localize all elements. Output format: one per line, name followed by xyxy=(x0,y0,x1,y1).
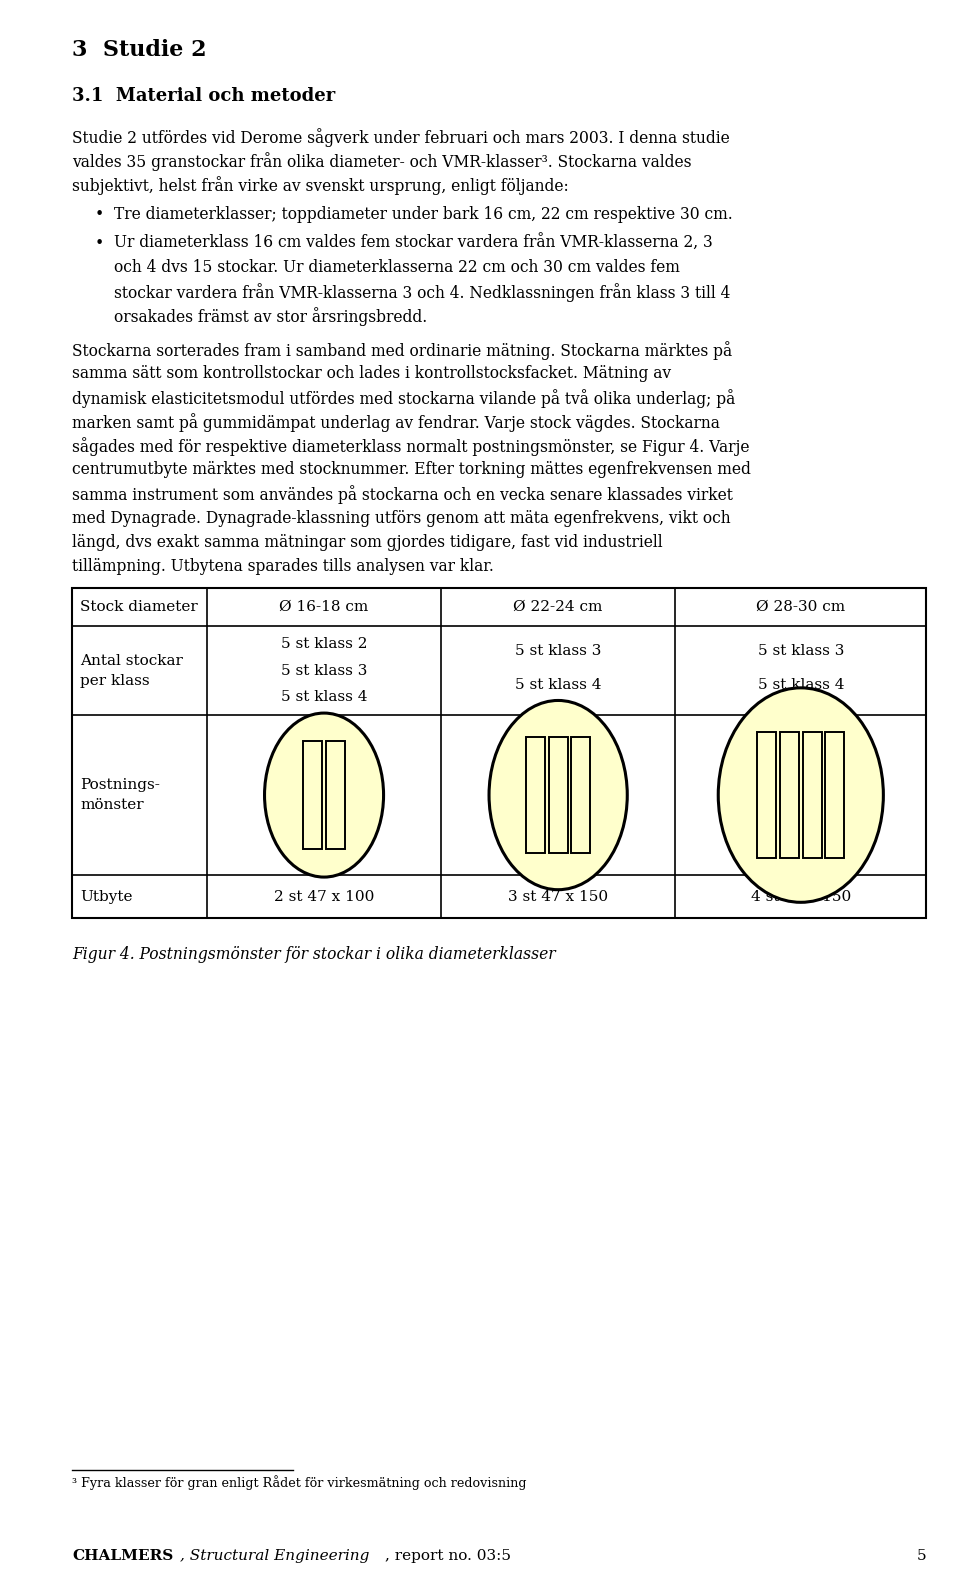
Text: 4 st 47 x 150: 4 st 47 x 150 xyxy=(751,889,851,904)
Text: Stock diameter: Stock diameter xyxy=(81,601,198,613)
Text: ³ Fyra klasser för gran enligt Rådet för virkesmätning och redovisning: ³ Fyra klasser för gran enligt Rådet för… xyxy=(72,1476,526,1490)
Text: 2 st 47 x 100: 2 st 47 x 100 xyxy=(274,889,374,904)
Ellipse shape xyxy=(265,713,384,877)
Text: samma instrument som användes på stockarna och en vecka senare klassades virket: samma instrument som användes på stockar… xyxy=(72,486,732,505)
Text: 3 st 47 x 150: 3 st 47 x 150 xyxy=(508,889,609,904)
Text: 5 st klass 2: 5 st klass 2 xyxy=(280,637,368,651)
Bar xyxy=(826,732,845,858)
Bar xyxy=(757,732,777,858)
Text: 3.1  Material och metoder: 3.1 Material och metoder xyxy=(72,87,335,104)
Text: 3  Studie 2: 3 Studie 2 xyxy=(72,39,206,62)
Text: 5 st klass 4: 5 st klass 4 xyxy=(757,678,844,692)
Text: Studie 2 utfördes vid Derome sågverk under februari och mars 2003. I denna studi: Studie 2 utfördes vid Derome sågverk und… xyxy=(72,128,730,147)
Text: Tre diameterklasser; toppdiameter under bark 16 cm, 22 cm respektive 30 cm.: Tre diameterklasser; toppdiameter under … xyxy=(113,207,732,224)
Text: •: • xyxy=(94,207,104,224)
Text: Ø 16-18 cm: Ø 16-18 cm xyxy=(279,601,369,613)
Text: Stockarna sorterades fram i samband med ordinarie mätning. Stockarna märktes på: Stockarna sorterades fram i samband med … xyxy=(72,341,732,360)
Text: 5: 5 xyxy=(917,1549,926,1563)
Text: Ø 28-30 cm: Ø 28-30 cm xyxy=(756,601,846,613)
Text: 5 st klass 3: 5 st klass 3 xyxy=(515,643,601,658)
Text: 5 st klass 3: 5 st klass 3 xyxy=(757,643,844,658)
Text: subjektivt, helst från virke av svenskt ursprung, enligt följande:: subjektivt, helst från virke av svenskt … xyxy=(72,177,568,194)
Text: Utbyte: Utbyte xyxy=(81,889,132,904)
Bar xyxy=(325,741,345,848)
Ellipse shape xyxy=(718,688,883,902)
Text: 5 st klass 3: 5 st klass 3 xyxy=(281,664,368,678)
Text: CHALMERS: CHALMERS xyxy=(72,1549,173,1563)
Text: centrumutbyte märktes med stocknummer. Efter torkning mättes egenfrekvensen med: centrumutbyte märktes med stocknummer. E… xyxy=(72,462,751,478)
Text: marken samt på gummidämpat underlag av fendrar. Varje stock vägdes. Stockarna: marken samt på gummidämpat underlag av f… xyxy=(72,413,720,432)
Text: Postnings-
mönster: Postnings- mönster xyxy=(81,777,160,812)
Text: tillämpning. Utbytena sparades tills analysen var klar.: tillämpning. Utbytena sparades tills ana… xyxy=(72,558,493,574)
Text: längd, dvs exakt samma mätningar som gjordes tidigare, fast vid industriell: längd, dvs exakt samma mätningar som gjo… xyxy=(72,533,662,550)
Text: Ur diameterklass 16 cm valdes fem stockar vardera från VMR-klasserna 2, 3: Ur diameterklass 16 cm valdes fem stocka… xyxy=(113,235,712,252)
Bar xyxy=(526,736,545,853)
Bar xyxy=(571,736,590,853)
Text: , report no. 03:5: , report no. 03:5 xyxy=(385,1549,511,1563)
Text: orsakades främst av stor årsringsbredd.: orsakades främst av stor årsringsbredd. xyxy=(113,308,427,326)
Text: valdes 35 granstockar från olika diameter- och VMR-klasser³. Stockarna valdes: valdes 35 granstockar från olika diamete… xyxy=(72,151,691,170)
Text: 5 st klass 4: 5 st klass 4 xyxy=(280,691,368,705)
Text: sågades med för respektive diameterklass normalt postningsmönster, se Figur 4. V: sågades med för respektive diameterklass… xyxy=(72,437,750,456)
Text: •: • xyxy=(94,235,104,252)
Bar xyxy=(780,732,799,858)
Text: Ø 22-24 cm: Ø 22-24 cm xyxy=(514,601,603,613)
Text: 5 st klass 4: 5 st klass 4 xyxy=(515,678,601,692)
Text: , Structural Engineering: , Structural Engineering xyxy=(180,1549,370,1563)
Text: med Dynagrade. Dynagrade-klassning utförs genom att mäta egenfrekvens, vikt och: med Dynagrade. Dynagrade-klassning utför… xyxy=(72,509,731,527)
Text: Figur 4. Postningsmönster för stockar i olika diameterklasser: Figur 4. Postningsmönster för stockar i … xyxy=(72,946,556,962)
Text: dynamisk elasticitetsmodul utfördes med stockarna vilande på två olika underlag;: dynamisk elasticitetsmodul utfördes med … xyxy=(72,390,735,408)
Bar xyxy=(303,741,323,848)
Text: samma sätt som kontrollstockar och lades i kontrollstocksfacket. Mätning av: samma sätt som kontrollstockar och lades… xyxy=(72,364,671,382)
Bar xyxy=(803,732,822,858)
Text: och 4 dvs 15 stockar. Ur diameterklasserna 22 cm och 30 cm valdes fem: och 4 dvs 15 stockar. Ur diameterklasser… xyxy=(113,259,680,276)
Bar xyxy=(548,736,567,853)
Text: stockar vardera från VMR-klasserna 3 och 4. Nedklassningen från klass 3 till 4: stockar vardera från VMR-klasserna 3 och… xyxy=(113,284,730,303)
Ellipse shape xyxy=(489,700,627,889)
Text: Antal stockar
per klass: Antal stockar per klass xyxy=(81,653,183,688)
